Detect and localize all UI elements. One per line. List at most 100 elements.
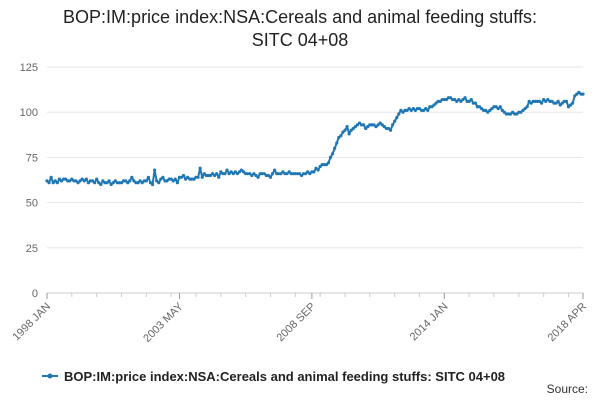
data-point — [372, 123, 376, 127]
data-point — [550, 99, 554, 103]
data-point — [299, 173, 304, 178]
x-tick-label: 1998 JAN — [10, 301, 53, 344]
data-point — [229, 170, 233, 174]
data-point — [424, 106, 428, 111]
data-point — [395, 116, 399, 120]
data-point — [426, 108, 430, 112]
data-point — [581, 92, 585, 96]
data-point — [542, 97, 546, 102]
data-point — [459, 99, 463, 103]
data-point — [374, 125, 378, 129]
data-point — [107, 179, 111, 183]
data-point — [179, 175, 184, 179]
data-point — [256, 175, 260, 179]
data-point — [78, 179, 82, 183]
legend: BOP:IM:price index:NSA:Cereals and anima… — [42, 367, 505, 385]
data-point — [575, 92, 579, 96]
data-point — [324, 163, 328, 167]
data-point — [47, 181, 51, 185]
y-tick-label: 0 — [32, 288, 38, 300]
chart-title: BOP:IM:price index:NSA:Cereals and anima… — [0, 6, 600, 52]
data-point — [281, 170, 285, 174]
data-point — [173, 177, 177, 181]
data-point — [84, 177, 88, 181]
y-tick-label: 75 — [26, 152, 38, 164]
data-point — [357, 121, 362, 125]
data-point — [82, 179, 86, 183]
data-point — [577, 90, 581, 94]
data-point — [297, 172, 302, 176]
data-point — [376, 123, 380, 127]
x-tick-label: 2008 SEP — [274, 301, 318, 345]
data-point — [169, 177, 173, 181]
data-point — [473, 101, 477, 105]
data-point — [362, 123, 366, 127]
data-point — [186, 175, 190, 179]
data-point — [227, 172, 231, 176]
data-point — [45, 179, 49, 183]
x-tick-label: 2003 MAY — [141, 300, 186, 345]
data-point — [95, 177, 99, 181]
data-point — [68, 179, 72, 183]
data-point — [97, 181, 101, 185]
data-point — [515, 112, 519, 116]
data-point — [254, 173, 258, 178]
data-point — [409, 108, 413, 112]
data-point — [119, 181, 124, 185]
data-point — [126, 181, 130, 185]
data-point — [486, 110, 490, 114]
data-point — [155, 179, 159, 183]
data-point — [573, 94, 577, 98]
data-point — [453, 97, 457, 102]
data-point — [326, 161, 331, 165]
data-point — [165, 179, 169, 183]
data-point — [266, 173, 271, 178]
data-point — [413, 108, 417, 112]
data-point — [378, 121, 382, 125]
data-point — [444, 97, 449, 102]
data-point — [175, 181, 179, 185]
data-point — [235, 172, 239, 176]
data-point — [239, 168, 244, 172]
data-point — [527, 99, 531, 103]
data-point — [417, 106, 422, 111]
data-point — [558, 103, 562, 107]
data-point — [351, 126, 355, 131]
data-point — [488, 108, 492, 112]
data-point — [457, 97, 461, 102]
data-point — [380, 123, 384, 127]
data-point — [136, 181, 140, 185]
data-point — [76, 181, 80, 185]
data-point — [105, 181, 109, 185]
y-tick-label: 50 — [26, 198, 38, 210]
data-point — [268, 175, 273, 179]
data-point — [248, 172, 252, 176]
data-point — [560, 101, 564, 105]
data-point — [128, 179, 132, 183]
data-point — [70, 177, 74, 181]
data-point — [544, 99, 548, 103]
data-point — [434, 101, 438, 105]
data-point — [49, 175, 53, 179]
data-point — [64, 177, 68, 181]
data-point — [318, 164, 322, 169]
data-point — [101, 179, 105, 183]
data-point — [80, 177, 84, 181]
data-point — [287, 170, 291, 174]
data-point — [401, 110, 405, 114]
data-point — [525, 105, 529, 109]
data-point — [494, 105, 498, 109]
data-point — [343, 128, 347, 132]
data-point — [184, 177, 188, 181]
grid-lines — [47, 66, 583, 294]
data-point — [347, 132, 351, 136]
data-point — [270, 172, 275, 176]
data-point — [540, 101, 544, 105]
data-point — [196, 175, 200, 179]
data-point — [93, 181, 97, 185]
data-point — [328, 155, 333, 159]
source-label: Source: — [546, 382, 588, 396]
data-point — [217, 175, 221, 179]
data-point — [422, 108, 426, 112]
